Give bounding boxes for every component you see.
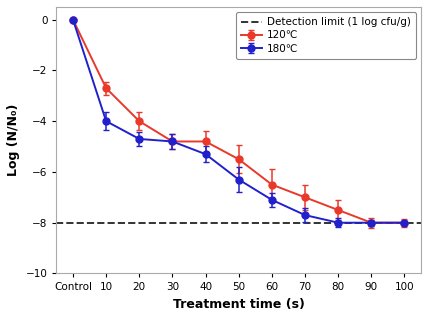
X-axis label: Treatment time (s): Treatment time (s) [173,298,305,311]
Legend: Detection limit (1 log cfu/g), 120℃, 180℃: Detection limit (1 log cfu/g), 120℃, 180… [235,12,416,59]
Detection limit (1 log cfu/g) [71,221,76,225]
Detection limit (1 log cfu/g) [74,221,79,225]
Y-axis label: Log (N/N₀): Log (N/N₀) [7,104,20,176]
